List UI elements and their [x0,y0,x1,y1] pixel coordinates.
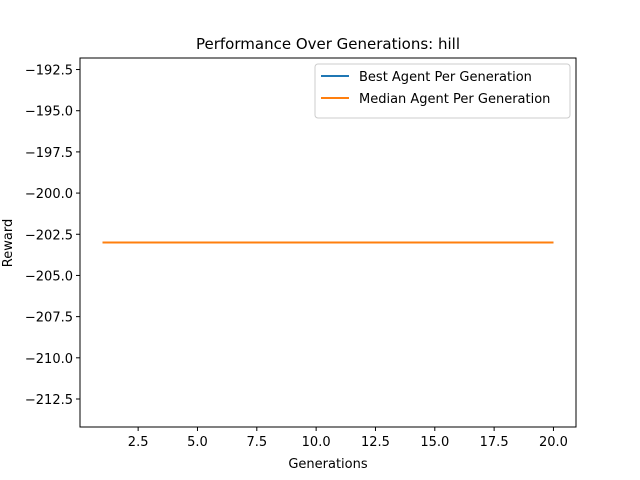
x-tick-label: 17.5 [480,435,509,450]
legend-box [314,63,571,119]
x-axis: 2.5 5.0 7.5 10.0 12.5 15.0 17.5 20.0 [128,427,568,450]
legend: Best Agent Per Generation Median Agent Pe… [314,63,571,119]
chart-title: Performance Over Generations: hill [196,35,460,53]
y-tick-label: −195.0 [25,105,73,120]
y-tick-label: −205.0 [25,269,73,284]
x-tick-label: 2.5 [128,435,149,450]
y-tick-label: −210.0 [25,352,73,367]
x-tick-label: 12.5 [361,435,390,450]
x-tick-label: 7.5 [246,435,267,450]
y-axis-title: Reward [1,219,16,267]
x-tick-label: 10.0 [302,435,331,450]
y-tick-label: −192.5 [25,64,73,79]
y-tick-label: −202.5 [25,228,73,243]
x-axis-title: Generations [288,457,368,472]
x-tick-label: 15.0 [420,435,449,450]
legend-label: Median Agent Per Generation [359,92,550,107]
plot-frame [79,57,577,428]
x-tick-label: 5.0 [187,435,208,450]
y-axis: −192.5 −195.0 −197.5 −200.0 −202.5 −205.0 −207… [25,64,80,408]
y-tick-label: −197.5 [25,146,73,161]
x-tick-label: 20.0 [539,435,568,450]
y-tick-label: −200.0 [25,187,73,202]
legend-label: Best Agent Per Generation [359,70,532,85]
y-tick-label: −212.5 [25,393,73,408]
y-tick-label: −207.5 [25,311,73,326]
